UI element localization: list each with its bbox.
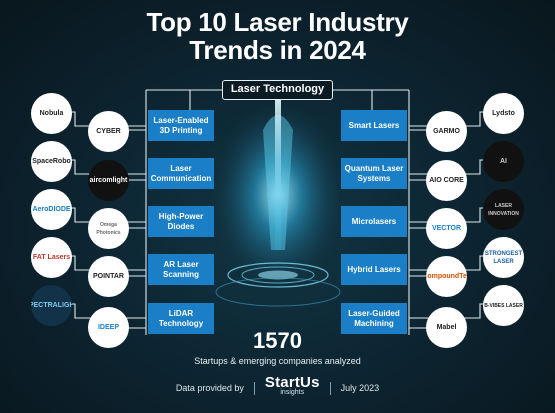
trend-laser-enabled-3d-printing: Laser-Enabled 3D Printing (148, 110, 214, 141)
footer-divider-2 (329, 381, 331, 395)
logo-garmo: GARMO (426, 111, 467, 152)
logo-nobula: Nobula (31, 93, 72, 134)
title-line-2: Trends in 2024 (189, 35, 366, 65)
logo-spacerobo: SpaceRobo (31, 141, 72, 182)
logo-ideep: IDEEP (88, 307, 129, 348)
startup-count-caption: Startups & emerging companies analyzed (194, 356, 361, 366)
data-provided-label: Data provided by (175, 383, 244, 393)
footer: Data provided by StartUs insights July 2… (0, 374, 555, 398)
logo-b-vibes-laser: B-VIBES LASER (483, 285, 524, 326)
trend-hybrid-lasers: Hybrid Lasers (341, 254, 407, 285)
laser-beam-illustration (208, 100, 348, 307)
trend-laser-communication: Laser Communication (148, 158, 214, 189)
logo-pointar: POINTAR (88, 256, 129, 297)
trend-high-power-diodes: High-Power Diodes (148, 206, 214, 237)
logo-mabel: Mabel (426, 307, 467, 348)
trend-smart-lasers: Smart Lasers (341, 110, 407, 141)
footer-divider (253, 381, 255, 395)
startup-count: 1570 (253, 328, 302, 353)
logo-fat-lasers: FAT Lasers (31, 237, 72, 278)
report-date: July 2023 (340, 383, 380, 393)
logo-compoundtek: CompoundTek (426, 256, 467, 297)
brand-tagline: insights (280, 389, 305, 396)
startus-insights-logo: StartUs insights (264, 374, 320, 398)
trend-lidar-technology: LiDAR Technology (148, 303, 214, 334)
logo-aircomlight: aircomlight (88, 160, 129, 201)
logo-laser-innovation: LASER INNOVATION (483, 189, 524, 230)
logo-aio-core: AIO CORE (426, 160, 467, 201)
category-label: Laser Technology (222, 80, 333, 100)
logo-aerodiode: AeroDIODE (31, 189, 72, 230)
logo-strongest-laser: STRONGEST LASER (483, 237, 524, 278)
trend-microlasers: Microlasers (341, 206, 407, 237)
trend-laser-guided-machining: Laser-Guided Machining (341, 303, 407, 334)
logo-omega-photonics: Omega Photonics (88, 208, 129, 249)
trend-quantum-laser-systems: Quantum Laser Systems (341, 158, 407, 189)
trend-ar-laser-scanning: AR Laser Scanning (148, 254, 214, 285)
title-line-1: Top 10 Laser Industry (146, 7, 409, 37)
logo-spectralight: SPECTRALIGHT (31, 285, 72, 326)
logo-cyber: CYBER (88, 111, 129, 152)
page-title: Top 10 Laser Industry Trends in 2024 (0, 8, 555, 64)
logo-lydsto: Lydsto (483, 93, 524, 134)
logo-vector: VECTOR (426, 208, 467, 249)
brand-name: StartUs (264, 374, 320, 391)
logo-ai-circle: AI (483, 141, 524, 182)
